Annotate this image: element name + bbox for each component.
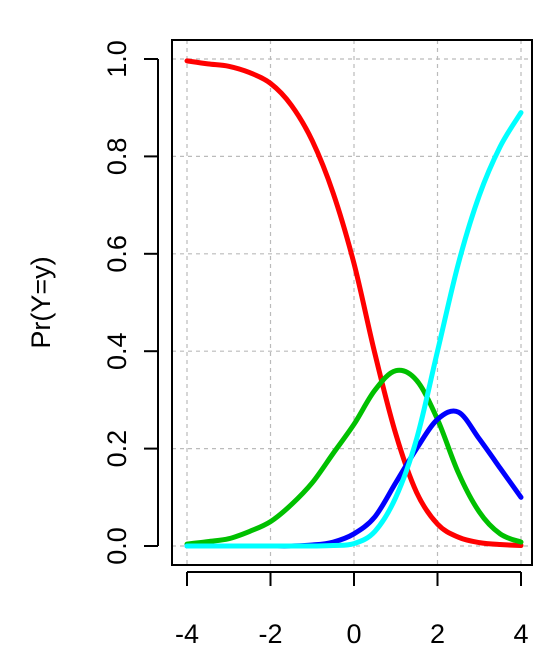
series-line-2 — [184, 367, 524, 547]
series-lines — [184, 58, 524, 549]
plot-frame — [171, 39, 533, 566]
x-axis: -4 -2 0 2 4 — [175, 571, 529, 649]
x-tick-label: 4 — [513, 619, 528, 649]
x-tick-label: -2 — [258, 619, 282, 649]
y-tick-label: 0.4 — [102, 332, 132, 370]
grid — [172, 40, 532, 565]
y-tick-label: 0.2 — [102, 430, 132, 468]
x-tick-label: -4 — [175, 619, 199, 649]
series-line-3 — [184, 408, 524, 549]
y-axis: 0.0 0.2 0.4 0.6 0.8 1.0 — [102, 40, 159, 565]
series-line-1 — [184, 58, 524, 548]
y-tick-label: 0.8 — [102, 138, 132, 176]
y-tick-label: 0.6 — [102, 235, 132, 273]
y-tick-label: 0.0 — [102, 527, 132, 565]
y-axis-label: Pr(Y=y) — [26, 256, 56, 348]
x-tick-label: 2 — [430, 619, 445, 649]
x-tick-label: 0 — [346, 619, 361, 649]
y-tick-label: 1.0 — [102, 40, 132, 78]
series-line-4 — [184, 110, 524, 549]
